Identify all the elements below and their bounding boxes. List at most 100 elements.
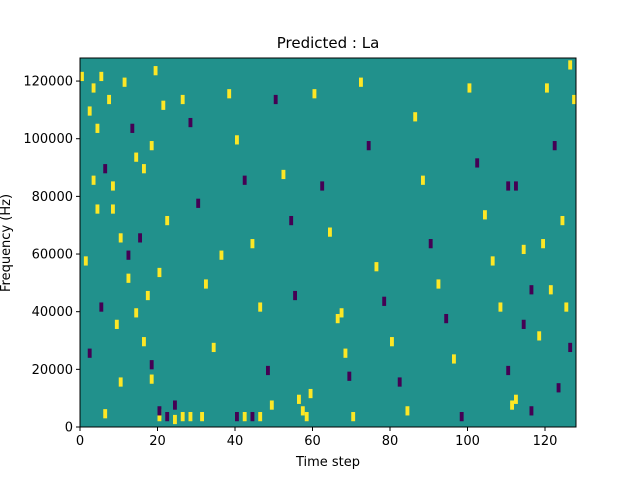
heatmap-cell bbox=[510, 400, 515, 410]
heatmap-cell bbox=[173, 414, 177, 425]
heatmap-cell bbox=[157, 412, 162, 422]
heatmap-cell bbox=[297, 394, 301, 404]
plot-frame bbox=[79, 57, 577, 428]
heatmap-cell bbox=[165, 215, 170, 226]
heatmap-cell bbox=[91, 83, 96, 93]
heatmap-cell bbox=[142, 337, 146, 347]
heatmap-cell bbox=[227, 89, 232, 99]
heatmap-cell bbox=[467, 83, 472, 93]
heatmap-cell bbox=[328, 227, 332, 237]
heatmap-cell bbox=[95, 123, 100, 133]
heatmap-cell bbox=[514, 181, 518, 191]
heatmap-cell bbox=[514, 394, 518, 404]
heatmap-cell bbox=[541, 239, 546, 249]
y-tick-label: 120000 bbox=[23, 75, 73, 90]
y-axis-label: Frequency (Hz) bbox=[0, 194, 14, 292]
heatmap-cell bbox=[506, 181, 511, 191]
heatmap-cell bbox=[87, 348, 92, 358]
y-axis: 0 20000 40000 60000 80000 100000 120000 bbox=[23, 75, 80, 436]
heatmap-cell bbox=[118, 377, 123, 387]
heatmap-cell bbox=[145, 290, 150, 301]
heatmap-cell bbox=[560, 215, 565, 226]
heatmap-cell bbox=[444, 313, 449, 324]
x-tick-label: 0 bbox=[76, 434, 84, 449]
heatmap-cell bbox=[320, 181, 325, 191]
heatmap-cell bbox=[87, 106, 92, 116]
heatmap-cell bbox=[390, 337, 394, 347]
heatmap-cell bbox=[436, 279, 441, 289]
heatmap-cell bbox=[347, 371, 352, 381]
x-tick-label: 20 bbox=[149, 434, 166, 449]
heatmap-cell bbox=[107, 94, 112, 105]
heatmap-cell bbox=[568, 342, 573, 353]
heatmap-cell bbox=[91, 175, 96, 185]
x-tick-label: 40 bbox=[227, 434, 244, 449]
heatmap-cell bbox=[99, 302, 104, 312]
heatmap-cell bbox=[548, 285, 553, 295]
x-tick-label: 60 bbox=[304, 434, 321, 449]
y-tick-label: 100000 bbox=[23, 132, 73, 147]
heatmap-cell bbox=[258, 302, 263, 312]
y-tick-label: 20000 bbox=[32, 363, 73, 378]
heatmap-cell bbox=[188, 117, 193, 128]
heatmap-background bbox=[80, 58, 576, 427]
heatmap-cell bbox=[273, 94, 278, 105]
heatmap-cell bbox=[180, 94, 185, 105]
heatmap-cell bbox=[204, 279, 208, 289]
heatmap-cells bbox=[80, 60, 577, 425]
heatmap-cell bbox=[196, 198, 201, 208]
heatmap-cell bbox=[521, 319, 526, 329]
heatmap-cell bbox=[157, 406, 162, 416]
heatmap-cell bbox=[428, 239, 433, 249]
heatmap-cell bbox=[250, 412, 255, 422]
heatmap-cell bbox=[211, 342, 216, 353]
heatmap-cell bbox=[351, 412, 356, 422]
y-tick-label: 40000 bbox=[32, 305, 73, 320]
x-axis: 0 20 40 60 80 100 120 bbox=[76, 427, 558, 449]
y-tick-label: 80000 bbox=[32, 190, 73, 205]
heatmap-cell bbox=[80, 71, 84, 82]
heatmap-cell bbox=[506, 365, 511, 376]
heatmap-cell bbox=[250, 239, 255, 249]
y-tick-label: 0 bbox=[65, 421, 73, 436]
heatmap-cell bbox=[300, 406, 305, 416]
heatmap-cell bbox=[118, 233, 123, 243]
heatmap-cell bbox=[258, 412, 263, 422]
heatmap-cell bbox=[490, 256, 495, 266]
heatmap-cell bbox=[382, 296, 387, 306]
heatmap-cell bbox=[405, 406, 410, 416]
heatmap-cell bbox=[126, 273, 131, 283]
heatmap-cell bbox=[83, 256, 88, 266]
heatmap-cell bbox=[529, 285, 534, 295]
heatmap-cell bbox=[266, 365, 270, 376]
heatmap-cell bbox=[134, 152, 139, 162]
heatmap-cell bbox=[483, 210, 487, 220]
heatmap-cell bbox=[312, 89, 317, 99]
heatmap-cell bbox=[149, 141, 154, 151]
heatmap-cell bbox=[111, 204, 115, 214]
heatmap-cell bbox=[95, 204, 100, 214]
heatmap-cell bbox=[180, 412, 185, 422]
x-tick-label: 100 bbox=[455, 434, 480, 449]
heatmap-cell bbox=[153, 66, 158, 76]
heatmap-cell bbox=[134, 308, 139, 318]
heatmap-cell bbox=[111, 181, 115, 191]
heatmap-cell bbox=[556, 383, 561, 393]
heatmap-cell bbox=[343, 348, 348, 358]
heatmap-cell bbox=[126, 250, 131, 260]
heatmap-cell bbox=[359, 77, 363, 87]
heatmap-cell bbox=[165, 412, 170, 422]
heatmap-cell bbox=[339, 308, 344, 318]
heatmap-cell bbox=[335, 313, 340, 324]
x-tick-label: 120 bbox=[533, 434, 558, 449]
heatmap-cell bbox=[103, 164, 108, 174]
heatmap-cell bbox=[366, 141, 371, 151]
heatmap-cell bbox=[452, 354, 456, 364]
heatmap-cell bbox=[149, 360, 154, 370]
heatmap-cell bbox=[537, 331, 542, 341]
heatmap-cell bbox=[281, 169, 286, 180]
x-axis-label: Time step bbox=[295, 455, 360, 470]
heatmap-cell bbox=[374, 262, 379, 272]
heatmap-cell bbox=[289, 215, 294, 226]
heatmap-cell bbox=[219, 250, 224, 260]
